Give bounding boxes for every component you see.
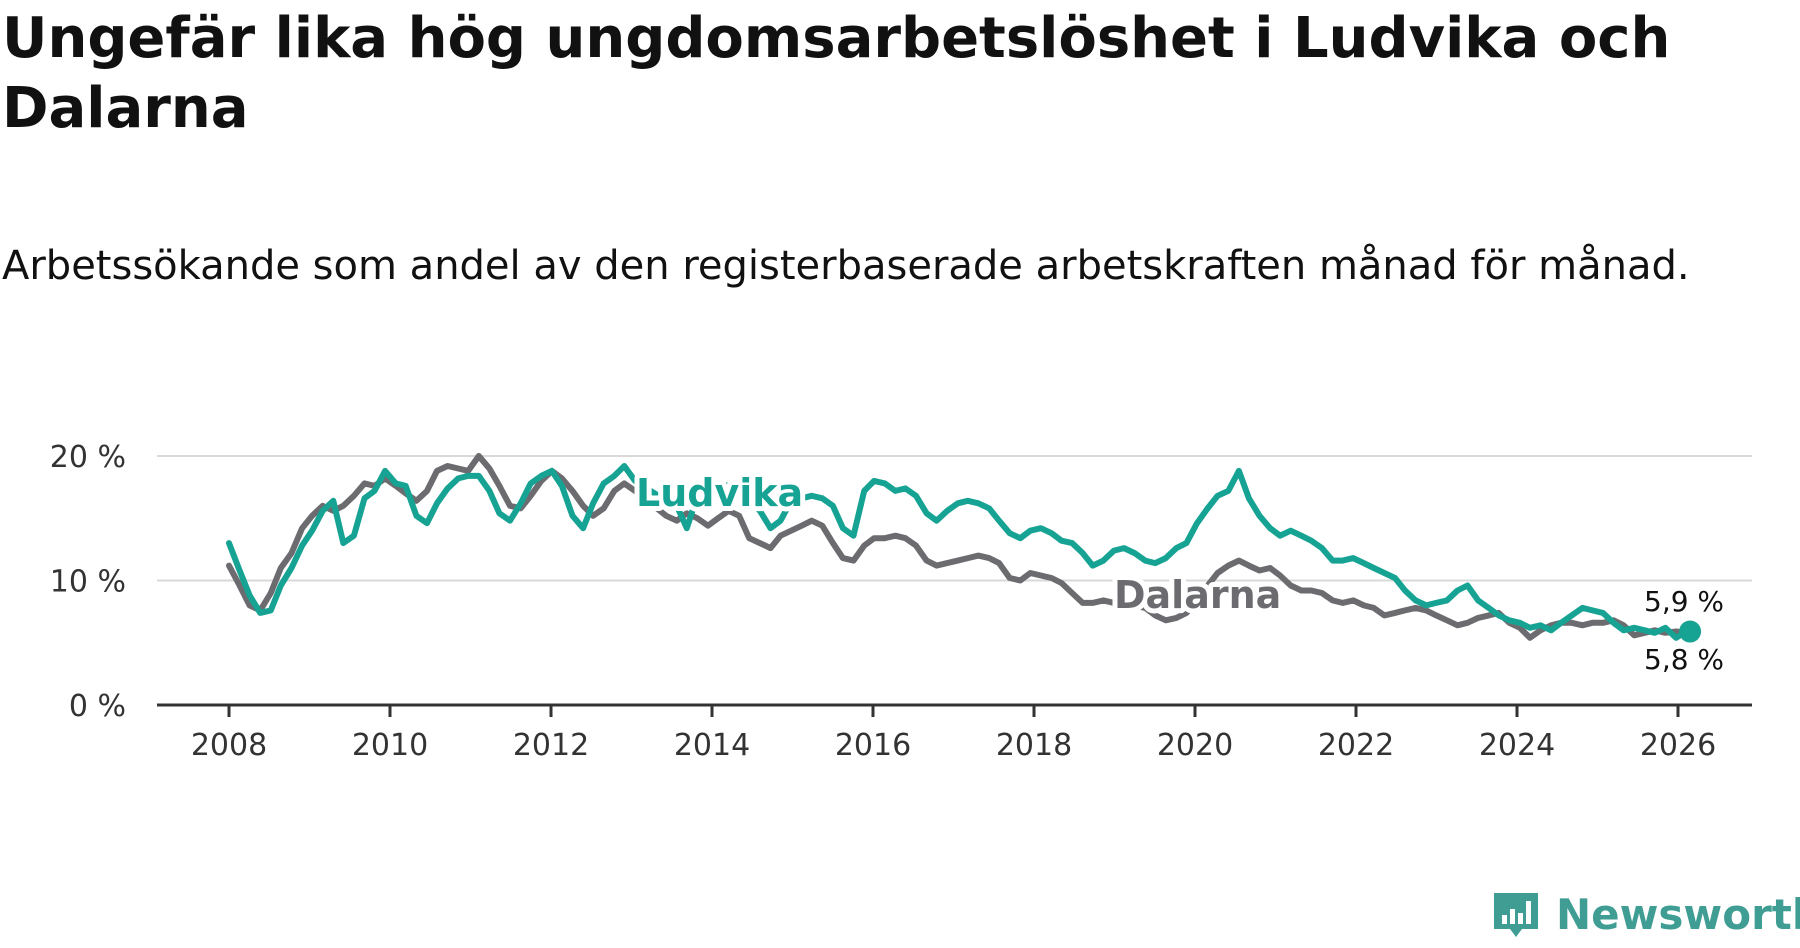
chart-title: Ungefär lika hög ungdomsarbetslöshet i L… <box>2 6 1671 141</box>
series-lines <box>226 453 1702 643</box>
end-label-ludvika: 5,9 % <box>1644 585 1724 618</box>
end-label-dalarna: 5,8 % <box>1644 643 1724 676</box>
series-line-ludvika <box>226 463 1689 641</box>
x-tick-label: 2016 <box>835 728 911 763</box>
chart-subtitle: Arbetssökande som andel av den registerb… <box>2 243 1690 289</box>
brand-name: Newsworthy <box>1556 890 1800 939</box>
chart-labels: 0 % 10 % 20 % 2008 2010 2012 2014 2016 2018 2020 2… <box>50 440 1729 763</box>
x-tick-label: 2020 <box>1157 728 1233 763</box>
end-marker-ludvika <box>1679 620 1702 643</box>
x-tick-label: 2014 <box>674 728 750 763</box>
x-tick-label: 2026 <box>1640 728 1716 763</box>
series-label-dalarna: Dalarna <box>1114 573 1281 617</box>
x-tick-label: 2010 <box>352 728 428 763</box>
x-tick-label: 2024 <box>1479 728 1555 763</box>
x-tick-label: 2008 <box>191 728 267 763</box>
x-tick-label: 2018 <box>996 728 1072 763</box>
y-tick-label: 0 % <box>69 689 126 724</box>
x-tick-label: 2012 <box>513 728 589 763</box>
grid-lines <box>157 455 1752 717</box>
bar-chart-icon <box>1494 892 1538 937</box>
series-line-dalarna <box>226 453 1689 641</box>
y-tick-label: 20 % <box>50 440 126 475</box>
x-tick-label: 2022 <box>1318 728 1394 763</box>
series-label-ludvika: Ludvika <box>636 471 803 515</box>
y-tick-label: 10 % <box>50 565 126 600</box>
newsworthy-logo: Newsworthy <box>1492 890 1800 939</box>
